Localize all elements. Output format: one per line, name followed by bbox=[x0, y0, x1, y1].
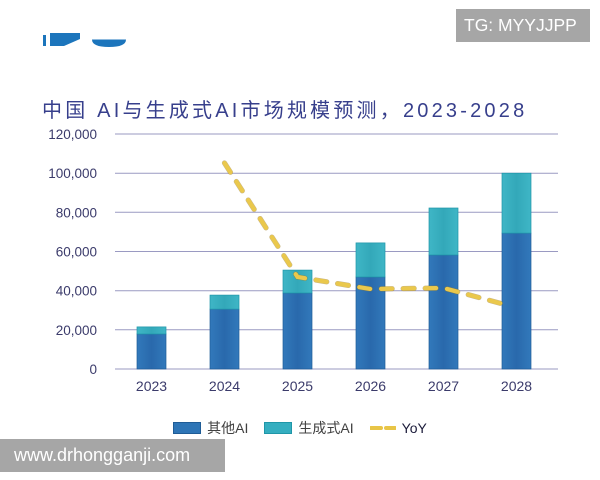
svg-text:20,000: 20,000 bbox=[56, 323, 97, 338]
svg-text:2026: 2026 bbox=[355, 378, 386, 394]
svg-text:2027: 2027 bbox=[428, 378, 459, 394]
svg-text:120,000: 120,000 bbox=[48, 127, 97, 142]
svg-text:80,000: 80,000 bbox=[56, 205, 97, 220]
svg-text:2024: 2024 bbox=[209, 378, 240, 394]
svg-text:2025: 2025 bbox=[282, 378, 313, 394]
svg-text:2028: 2028 bbox=[501, 378, 532, 394]
svg-text:0: 0 bbox=[89, 362, 97, 377]
svg-text:40,000: 40,000 bbox=[56, 284, 97, 299]
svg-text:60,000: 60,000 bbox=[56, 245, 97, 260]
svg-text:2023: 2023 bbox=[136, 378, 167, 394]
svg-text:100,000: 100,000 bbox=[48, 166, 97, 181]
